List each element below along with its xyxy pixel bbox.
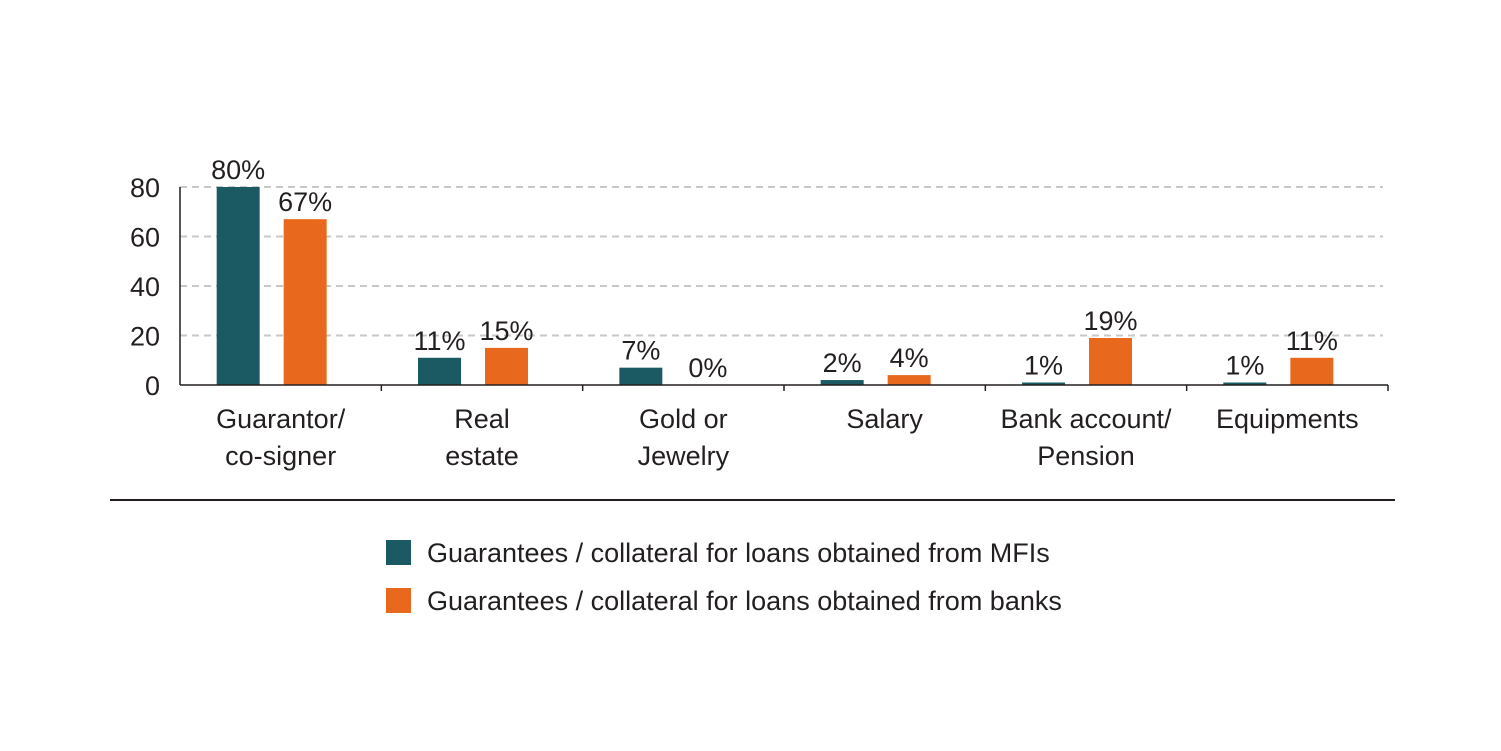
bar-bank bbox=[283, 219, 327, 385]
axes bbox=[179, 187, 1389, 391]
bar-mfi bbox=[820, 380, 864, 385]
category-label-line: Jewelry bbox=[638, 441, 730, 471]
category-label-line: estate bbox=[445, 441, 519, 471]
legend-label-mfi: Guarantees / collateral for loans obtain… bbox=[427, 538, 1050, 568]
category-label: Gold or Jewelry bbox=[638, 404, 730, 471]
data-label: 0% bbox=[688, 353, 727, 383]
bar-bank bbox=[887, 375, 931, 385]
category-label: Salary bbox=[846, 404, 923, 434]
category-label-line: Salary bbox=[846, 404, 923, 434]
y-tick-label: 20 bbox=[130, 322, 160, 352]
legend-swatch-bank bbox=[386, 588, 411, 613]
bar-mfi bbox=[619, 367, 663, 385]
data-labels: 80% 67% 11% 15% 7% 0% 2% 4% 1% 19% 1% 11% bbox=[211, 155, 1338, 383]
category-label-line: Pension bbox=[1037, 441, 1135, 471]
category-label-line: Bank account/ bbox=[1000, 404, 1172, 434]
bar-mfi bbox=[418, 357, 461, 385]
category-label-line: Guarantor/ bbox=[216, 404, 346, 434]
data-label: 80% bbox=[211, 155, 265, 185]
data-label: 15% bbox=[479, 316, 533, 346]
data-label: 67% bbox=[278, 187, 332, 217]
data-label: 11% bbox=[1286, 326, 1338, 356]
data-label: 4% bbox=[890, 343, 929, 373]
data-label: 7% bbox=[621, 336, 660, 366]
category-label: Equipments bbox=[1216, 404, 1359, 434]
category-label: Guarantor/co-signer bbox=[216, 404, 346, 471]
bar-bank bbox=[1290, 357, 1334, 385]
category-label: Bank account/Pension bbox=[1000, 404, 1172, 471]
bar-mfi bbox=[216, 187, 260, 385]
category-label-line: co-signer bbox=[225, 441, 336, 471]
data-label: 1% bbox=[1225, 351, 1264, 381]
gridlines bbox=[180, 186, 1383, 337]
legend: Guarantees / collateral for loans obtain… bbox=[386, 538, 1062, 616]
y-tick-label: 80 bbox=[130, 173, 160, 203]
data-label: 19% bbox=[1083, 306, 1137, 336]
category-label-line: Real bbox=[454, 404, 510, 434]
bar-mfi bbox=[1022, 382, 1065, 385]
category-label: Real estate bbox=[445, 404, 519, 471]
bar-bank bbox=[1089, 337, 1132, 385]
bars bbox=[216, 187, 1334, 385]
category-labels: Guarantor/co-signer Real estate Gold or Jewe… bbox=[216, 404, 1359, 471]
data-label: 1% bbox=[1024, 351, 1063, 381]
legend-label-bank: Guarantees / collateral for loans obtain… bbox=[427, 586, 1062, 616]
bar-mfi bbox=[1223, 382, 1267, 385]
data-label: 2% bbox=[823, 348, 862, 378]
bar-bank bbox=[485, 347, 528, 385]
data-label: 11% bbox=[413, 326, 465, 356]
y-axis-ticks: 0 20 40 60 80 bbox=[130, 173, 160, 401]
y-tick-label: 0 bbox=[145, 371, 160, 401]
legend-swatch-mfi bbox=[386, 540, 411, 565]
category-label-line: Gold or bbox=[639, 404, 728, 434]
category-label-line: Equipments bbox=[1216, 404, 1359, 434]
y-tick-label: 40 bbox=[130, 272, 160, 302]
y-tick-label: 60 bbox=[130, 223, 160, 253]
